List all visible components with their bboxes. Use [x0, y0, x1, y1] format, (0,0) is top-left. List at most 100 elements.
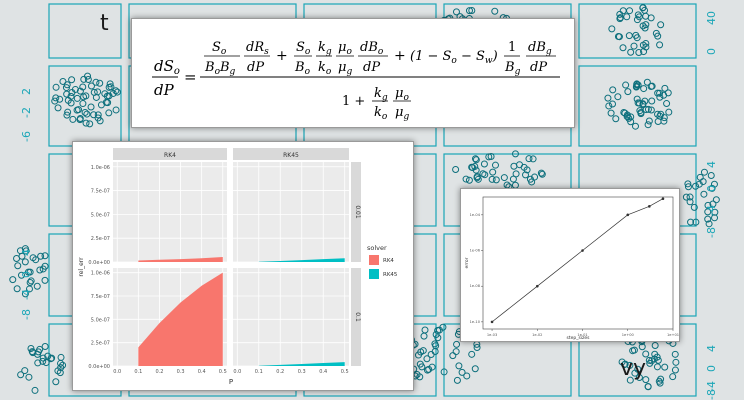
scatter-point — [510, 162, 518, 170]
scatter-point — [92, 93, 100, 101]
scatter-point — [632, 83, 640, 91]
scatter-point — [59, 77, 67, 85]
eq-plus-2: + — [394, 48, 406, 64]
matrix-tick: 2 — [20, 88, 33, 95]
scatter-point — [64, 96, 72, 104]
eq-t3a-num: 1 — [508, 40, 516, 55]
scatter-point — [112, 106, 120, 114]
scatter-point — [54, 367, 62, 375]
error-point — [490, 320, 494, 324]
error-point — [648, 205, 651, 208]
scatter-point — [107, 83, 115, 91]
scatter-point — [712, 196, 720, 204]
scatter-point — [604, 94, 612, 102]
scatter-point — [708, 184, 716, 192]
scatter-point — [455, 362, 463, 370]
scatter-point — [452, 8, 460, 16]
scatter-point — [63, 111, 71, 119]
matrix-tick: -8 — [705, 389, 718, 400]
error-line — [491, 198, 664, 323]
eq-t2a-num: So — [296, 40, 311, 57]
scatter-point — [94, 111, 102, 119]
scatter-point — [711, 214, 719, 222]
scatter-point — [473, 173, 481, 181]
x-tick-label: 1e-02 — [532, 333, 542, 337]
scatter-point — [643, 78, 651, 86]
scatter-point — [682, 193, 690, 201]
scatter-point — [80, 75, 88, 83]
scatter-point — [625, 114, 633, 122]
eq-b1-num: kg — [374, 86, 388, 103]
scatter-point — [79, 83, 87, 91]
scatter-point — [488, 175, 496, 183]
matrix-tick: -8 — [705, 227, 718, 238]
scatter-point — [630, 346, 638, 354]
scatter-point — [607, 109, 615, 117]
scatter-point — [656, 379, 664, 387]
scatter-point — [87, 82, 95, 90]
eq-lhs-num: dSo — [154, 57, 180, 77]
matrix-tick: 4 — [20, 249, 33, 256]
scatter-point — [503, 181, 511, 189]
scatter-point — [635, 99, 643, 107]
scatter-point — [462, 175, 470, 183]
eq-t1-num: So — [212, 40, 227, 57]
area-rk45 — [258, 362, 345, 366]
area-rk45 — [258, 258, 345, 262]
scatter-point — [661, 84, 669, 92]
scatter-point — [609, 86, 617, 94]
scatter-point — [59, 361, 67, 369]
y-tick-label: 2.5e-07 — [91, 236, 110, 242]
scatter-point — [431, 348, 439, 356]
scatter-point — [32, 256, 40, 264]
scatter-point — [41, 252, 49, 260]
scatter-point — [52, 83, 60, 91]
scatter-point — [491, 161, 499, 169]
scatter-point — [654, 89, 662, 97]
scatter-point — [468, 350, 476, 358]
y-axis-label: error — [464, 257, 470, 268]
matrix-tick: 0 — [705, 365, 718, 372]
scatter-point — [465, 7, 473, 15]
scatter-point — [660, 91, 668, 99]
eq-t1b-den: dP — [247, 60, 264, 75]
scatter-point — [468, 163, 476, 171]
legend-title: solver — [367, 244, 387, 252]
eq-t3-paren: (1 − So − Sw) — [410, 49, 498, 66]
scatter-point — [616, 10, 624, 18]
scatter-point — [17, 271, 25, 279]
scatter-point — [707, 172, 715, 180]
area-rk4 — [138, 257, 223, 262]
scatter-point — [642, 350, 650, 358]
scatter-point — [633, 80, 641, 88]
scatter-point — [41, 343, 49, 351]
x-tick-label: 0.3 — [177, 369, 185, 375]
error-point — [626, 213, 630, 217]
scatter-point — [608, 25, 616, 33]
scatter-point — [423, 355, 431, 363]
scatter-point — [699, 178, 707, 186]
scatter-point — [452, 165, 460, 173]
x-tick-label: 0.5 — [219, 369, 227, 375]
scatter-point — [21, 367, 29, 375]
scatter-point — [657, 21, 665, 29]
scatter-point — [106, 80, 114, 88]
scatter-point — [37, 252, 45, 260]
y-tick-label: 1e-08 — [470, 284, 481, 288]
scatter-point — [529, 155, 537, 163]
scatter-point — [413, 371, 421, 379]
scatter-point — [644, 383, 652, 391]
scatter-point — [84, 76, 92, 84]
scatter-point — [648, 97, 656, 105]
scatter-point — [87, 103, 95, 111]
scatter-point — [623, 111, 631, 119]
scatter-point — [463, 372, 471, 380]
facet-column-strip — [233, 148, 349, 160]
x-tick-label: 0.1 — [134, 369, 142, 375]
scatter-point — [31, 386, 39, 394]
eq-t1-den: BoBg — [204, 60, 236, 77]
scatter-point — [468, 6, 476, 14]
scatter-point — [619, 7, 627, 15]
scatter-point — [640, 85, 648, 93]
scatter-point — [704, 208, 712, 216]
